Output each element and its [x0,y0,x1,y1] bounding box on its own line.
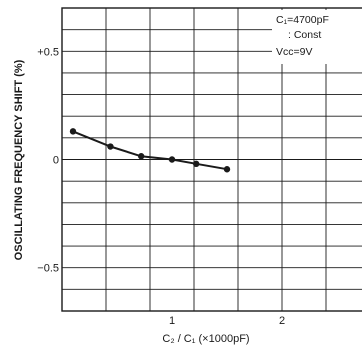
data-point [107,143,114,150]
data-point [223,166,231,173]
y-tick-labels: +0.5 0 −0.5 [37,46,59,274]
x-tick-label: 2 [279,315,285,327]
x-tick-labels: 123 [169,315,285,327]
annotation-background [272,10,362,64]
annotation-capacitance: C₁=4700pF [276,14,329,26]
y-tick-label: −0.5 [37,263,59,275]
x-axis-label: C₂ / C₁ (×1000pF) [162,333,249,345]
data-point [138,153,145,160]
y-tick-label: +0.5 [37,46,59,58]
data-point [69,128,77,135]
plot-frame [61,7,362,312]
y-axis-label: OSCILLATING FREQUENCY SHIFT (%) [13,59,25,260]
x-tick-label: 1 [169,315,175,327]
annotation-voltage: Vcc=9V [276,46,312,58]
series-line [72,130,228,171]
data-point [168,156,176,163]
series [69,128,231,173]
y-tick-label: 0 [53,155,59,167]
data-point [193,160,200,168]
annotation-constant: : Const [288,29,321,41]
annotation-box: C₁=4700pF : Const Vcc=9V [272,10,362,64]
